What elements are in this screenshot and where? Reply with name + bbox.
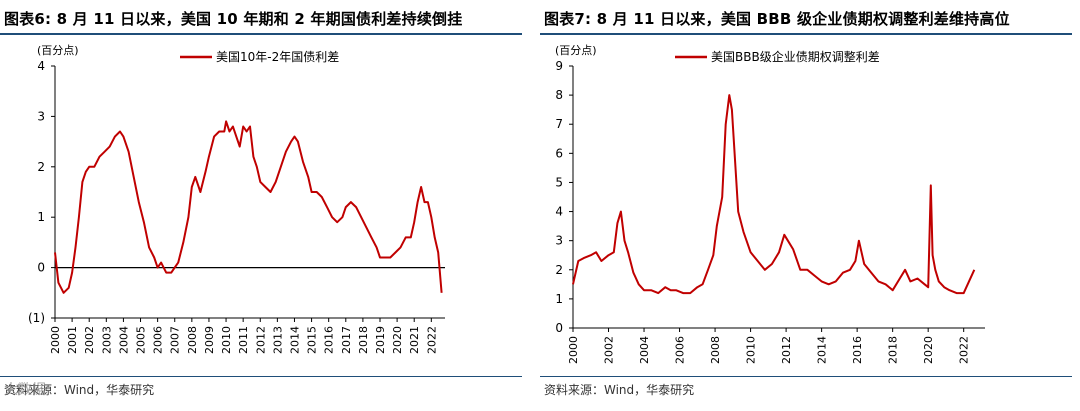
x-tick-label: 2004 (117, 326, 130, 354)
x-tick-label: 2010 (220, 326, 233, 354)
x-tick-label: 2016 (851, 336, 864, 364)
y-tick-label: 1 (555, 292, 563, 306)
y-tick-label: 8 (555, 88, 563, 102)
y-tick-label: 4 (37, 59, 45, 73)
x-tick-label: 2011 (237, 326, 250, 354)
x-tick-label: 2008 (709, 336, 722, 364)
x-tick-label: 2014 (816, 336, 829, 364)
series-line (54, 120, 443, 294)
y-tick-label: 5 (555, 175, 563, 189)
x-tick-label: 2005 (135, 326, 148, 354)
x-tick-label: 2018 (887, 336, 900, 364)
source-divider (540, 376, 1072, 377)
x-tick-label: 2000 (49, 326, 62, 354)
y-tick-label: 2 (555, 263, 563, 277)
x-tick-label: 2012 (780, 336, 793, 364)
x-tick-label: 2020 (391, 326, 404, 354)
figure-title: 图表6: 8 月 11 日以来，美国 10 年期和 2 年期国债利差持续倒挂 (4, 10, 463, 28)
chart-panel-yield-spread: 图表6: 8 月 11 日以来，美国 10 年期和 2 年期国债利差持续倒挂 (… (0, 0, 530, 411)
x-tick-label: 2019 (374, 326, 387, 354)
legend-label: 美国BBB级企业债期权调整利差 (711, 49, 880, 64)
source-divider (0, 376, 522, 377)
source-note: 资料来源：Wind，华泰研究 (4, 383, 155, 397)
x-tick-label: 2022 (958, 336, 971, 364)
series-line (572, 94, 976, 295)
x-tick-label: 2003 (100, 326, 113, 354)
x-tick-label: 2012 (254, 326, 267, 354)
y-tick-label: 0 (37, 261, 45, 275)
chart-panel-bbb-oas: 图表7: 8 月 11 日以来，美国 BBB 级企业债期权调整利差维持高位 (百… (540, 0, 1080, 411)
x-tick-label: 2014 (288, 326, 301, 354)
x-tick-label: 2009 (203, 326, 216, 354)
x-tick-label: 2006 (674, 336, 687, 364)
y-tick-label: 4 (555, 205, 563, 219)
watermark-text: 大数据 (4, 382, 46, 398)
x-tick-label: 2020 (922, 336, 935, 364)
x-tick-label: 2002 (603, 336, 616, 364)
x-tick-label: 2004 (638, 336, 651, 364)
x-tick-label: 2016 (323, 326, 336, 354)
unit-label: (百分点) (37, 44, 79, 57)
y-tick-label: 7 (555, 117, 563, 131)
x-tick-label: 2007 (169, 326, 182, 354)
source-note: 资料来源：Wind，华泰研究 (544, 383, 695, 397)
x-tick-label: 2021 (408, 326, 421, 354)
y-tick-label: 9 (555, 59, 563, 73)
y-tick-label: 2 (37, 160, 45, 174)
legend-label: 美国10年-2年国债利差 (216, 50, 339, 64)
y-tick-label: 6 (555, 146, 563, 160)
x-tick-label: 2017 (340, 326, 353, 354)
x-tick-label: 2018 (357, 326, 370, 354)
title-divider (540, 33, 1072, 35)
y-tick-label: (1) (28, 311, 45, 325)
figure-title: 图表7: 8 月 11 日以来，美国 BBB 级企业债期权调整利差维持高位 (544, 10, 1010, 28)
x-tick-label: 2015 (306, 326, 319, 354)
x-tick-label: 2000 (567, 336, 580, 364)
x-tick-label: 2022 (425, 326, 438, 354)
y-tick-label: 3 (37, 109, 45, 123)
y-tick-label: 0 (555, 321, 563, 335)
x-tick-label: 2013 (271, 326, 284, 354)
chart-bbb-oas: (百分点) 9 8 7 6 5 4 3 2 1 0 2000 2002 2004 2006 2008 2010 2… (555, 44, 985, 364)
x-tick-label: 2008 (186, 326, 199, 354)
title-divider (0, 33, 522, 35)
x-tick-label: 2002 (83, 326, 96, 354)
x-tick-label: 2010 (745, 336, 758, 364)
x-tick-label: 2001 (66, 326, 79, 354)
x-tick-label: 2006 (152, 326, 165, 354)
chart-yield-spread: (百分点) 4 3 2 1 0 (1) 2000 2001 2002 2003 2004 2005 200… (28, 44, 445, 354)
unit-label: (百分点) (555, 44, 597, 57)
y-tick-label: 1 (37, 210, 45, 224)
y-tick-label: 3 (555, 234, 563, 248)
